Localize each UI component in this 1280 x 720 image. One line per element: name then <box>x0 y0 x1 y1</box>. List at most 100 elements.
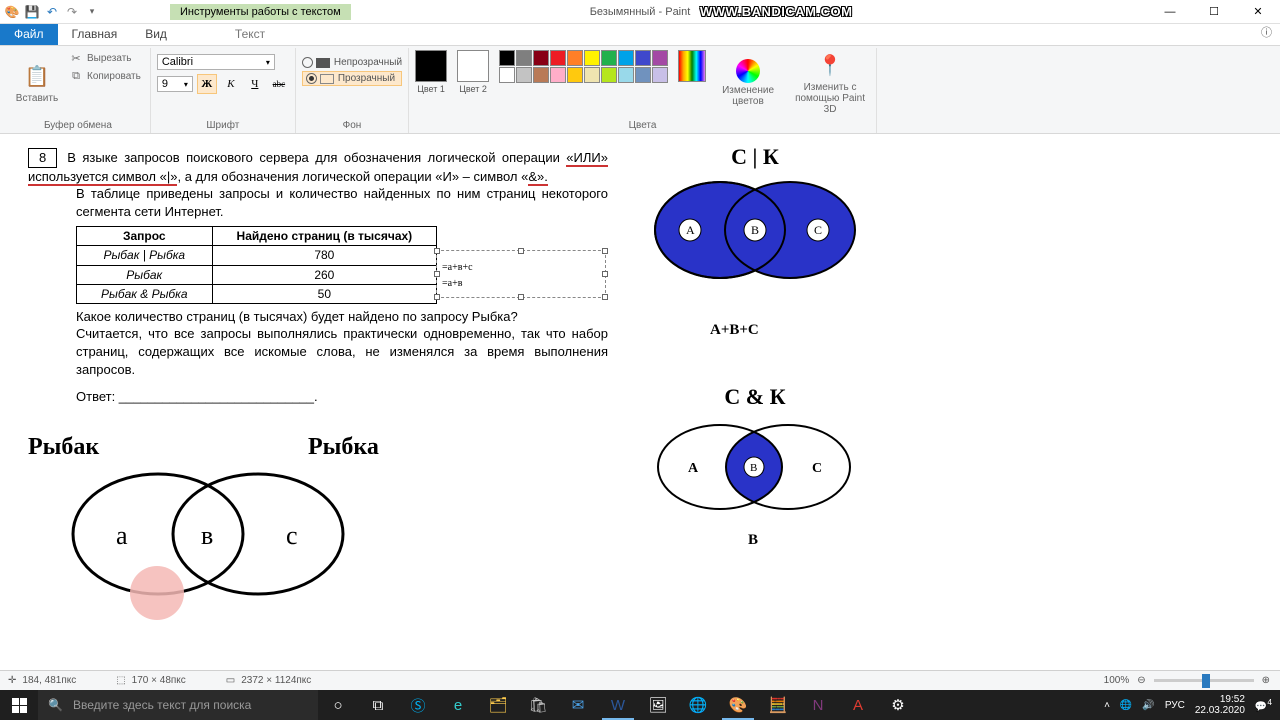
paint3d-button[interactable]: 📍 Изменить с помощью Paint 3D <box>790 50 870 116</box>
task-word[interactable]: W <box>598 690 638 720</box>
edit-colors-icon <box>736 59 760 83</box>
close-button[interactable]: ✕ <box>1236 0 1280 24</box>
ribbon: 📋 Вставить ✂Вырезать ⧉Копировать Буфер о… <box>0 46 1280 134</box>
palette-swatch[interactable] <box>533 50 549 66</box>
svg-text:в: в <box>201 521 213 550</box>
task-explorer[interactable]: 🗂 <box>478 690 518 720</box>
group-font-label: Шрифт <box>157 119 289 133</box>
tab-text[interactable]: Текст <box>221 24 279 45</box>
redo-icon[interactable]: ↷ <box>64 4 80 20</box>
svg-text:с: с <box>286 521 298 550</box>
palette-swatch[interactable] <box>584 67 600 83</box>
palette-swatch[interactable] <box>635 67 651 83</box>
status-bar: ✛184, 481пкс ⬚170 × 48пкс ▭2372 × 1124пк… <box>0 670 1280 690</box>
save-icon[interactable]: 💾 <box>24 4 40 20</box>
status-size: ▭2372 × 1124пкс <box>226 675 312 686</box>
palette-swatch[interactable] <box>516 50 532 66</box>
color-palette <box>499 50 668 83</box>
strike-button[interactable]: abc <box>269 74 289 94</box>
text-selection-box[interactable] <box>436 250 606 298</box>
svg-text:C: C <box>812 461 822 476</box>
zoom-slider[interactable] <box>1154 679 1254 682</box>
palette-swatch[interactable] <box>618 50 634 66</box>
palette-swatch[interactable] <box>618 67 634 83</box>
bg-opaque-radio[interactable]: Непрозрачный <box>302 56 402 69</box>
underline-button[interactable]: Ч <box>245 74 265 94</box>
tray-notifications[interactable]: 💬4 <box>1255 697 1272 712</box>
zoom-in-icon[interactable]: ⊕ <box>1262 675 1270 686</box>
tab-file[interactable]: Файл <box>0 24 58 45</box>
taskbar-search[interactable]: 🔍 Введите здесь текст для поиска <box>38 690 318 720</box>
task-cortana[interactable]: ○ <box>318 690 358 720</box>
paint3d-icon: 📍 <box>816 52 844 80</box>
task-calc[interactable]: 🧮 <box>758 690 798 720</box>
cut-button[interactable]: ✂Вырезать <box>66 50 144 66</box>
paste-icon: 📋 <box>23 63 51 91</box>
task-mail[interactable]: ✉ <box>558 690 598 720</box>
bg-transparent-radio[interactable]: Прозрачный <box>302 71 402 86</box>
quick-access-toolbar: 🎨 💾 ↶ ↷ ▾ <box>4 4 100 20</box>
font-name-combo[interactable]: Calibri▾ <box>157 54 275 70</box>
palette-swatch[interactable] <box>567 67 583 83</box>
tray-lang[interactable]: РУС <box>1165 700 1185 711</box>
tray-up-icon[interactable]: ˄ <box>1104 700 1110 711</box>
task-settings[interactable]: ⚙ <box>878 690 918 720</box>
palette-swatch[interactable] <box>516 67 532 83</box>
tray-network-icon[interactable]: 🌐 <box>1120 700 1132 711</box>
color1-button[interactable]: Цвет 1 <box>415 50 447 94</box>
palette-swatch[interactable] <box>550 67 566 83</box>
zoom-control[interactable]: 100% ⊖ ⊕ <box>1104 675 1270 686</box>
text-tools-tab[interactable]: Инструменты работы с текстом <box>170 4 351 20</box>
palette-swatch[interactable] <box>533 67 549 83</box>
qat-more-icon[interactable]: ▾ <box>84 4 100 20</box>
minimize-button[interactable]: — <box>1148 0 1192 24</box>
palette-swatch[interactable] <box>635 50 651 66</box>
tray-clock[interactable]: 19:52 22.03.2020 <box>1195 694 1245 716</box>
palette-swatch[interactable] <box>584 50 600 66</box>
canvas-area[interactable]: 8В языке запросов поискового сервера для… <box>0 134 1280 670</box>
task-taskview[interactable]: ⧉ <box>358 690 398 720</box>
color2-button[interactable]: Цвет 2 <box>457 50 489 94</box>
palette-swatch[interactable] <box>652 50 668 66</box>
zoom-out-icon[interactable]: ⊖ <box>1137 675 1145 686</box>
task-chrome[interactable]: 🌐 <box>678 690 718 720</box>
group-background: Непрозрачный Прозрачный Фон <box>296 48 409 133</box>
tray-volume-icon[interactable]: 🔊 <box>1142 700 1154 711</box>
task-edge[interactable]: e <box>438 690 478 720</box>
font-size-combo[interactable]: 9▾ <box>157 76 193 92</box>
color1-swatch <box>415 50 447 82</box>
palette-swatch[interactable] <box>499 67 515 83</box>
palette-swatch[interactable] <box>567 50 583 66</box>
venn-intersect: С & К A B C B <box>640 384 870 545</box>
task-onenote[interactable]: N <box>798 690 838 720</box>
undo-icon[interactable]: ↶ <box>44 4 60 20</box>
task-acrobat[interactable]: A <box>838 690 878 720</box>
group-colors-label: Цвета <box>415 119 870 133</box>
cut-icon: ✂ <box>69 51 83 65</box>
tab-view[interactable]: Вид <box>131 24 181 45</box>
task-store[interactable]: 🛍 <box>518 690 558 720</box>
palette-swatch[interactable] <box>601 50 617 66</box>
palette-swatch[interactable] <box>652 67 668 83</box>
svg-text:а: а <box>116 521 128 550</box>
maximize-button[interactable]: ☐ <box>1192 0 1236 24</box>
search-icon: 🔍 <box>48 698 63 712</box>
paste-button[interactable]: 📋 Вставить <box>12 50 62 116</box>
palette-swatch[interactable] <box>550 50 566 66</box>
italic-button[interactable]: К <box>221 74 241 94</box>
bold-button[interactable]: Ж <box>197 74 217 94</box>
ribbon-collapse-icon[interactable]: ⓘ <box>1261 24 1272 40</box>
answer-line: Ответ: ___________________________. <box>76 388 608 406</box>
copy-button[interactable]: ⧉Копировать <box>66 68 144 84</box>
task-paint[interactable]: 🎨 <box>718 690 758 720</box>
rainbow-icon <box>678 50 706 82</box>
group-font: Calibri▾ 9▾ Ж К Ч abc Шрифт <box>151 48 296 133</box>
palette-swatch[interactable] <box>601 67 617 83</box>
task-skype[interactable]: Ⓢ <box>398 690 438 720</box>
palette-swatch[interactable] <box>499 50 515 66</box>
task-photos[interactable]: 🖼 <box>638 690 678 720</box>
start-button[interactable] <box>0 690 38 720</box>
edit-colors-button[interactable]: Изменение цветов <box>716 50 780 116</box>
system-tray: ˄ 🌐 🔊 РУС 19:52 22.03.2020 💬4 <box>1096 690 1280 720</box>
tab-home[interactable]: Главная <box>58 24 132 45</box>
